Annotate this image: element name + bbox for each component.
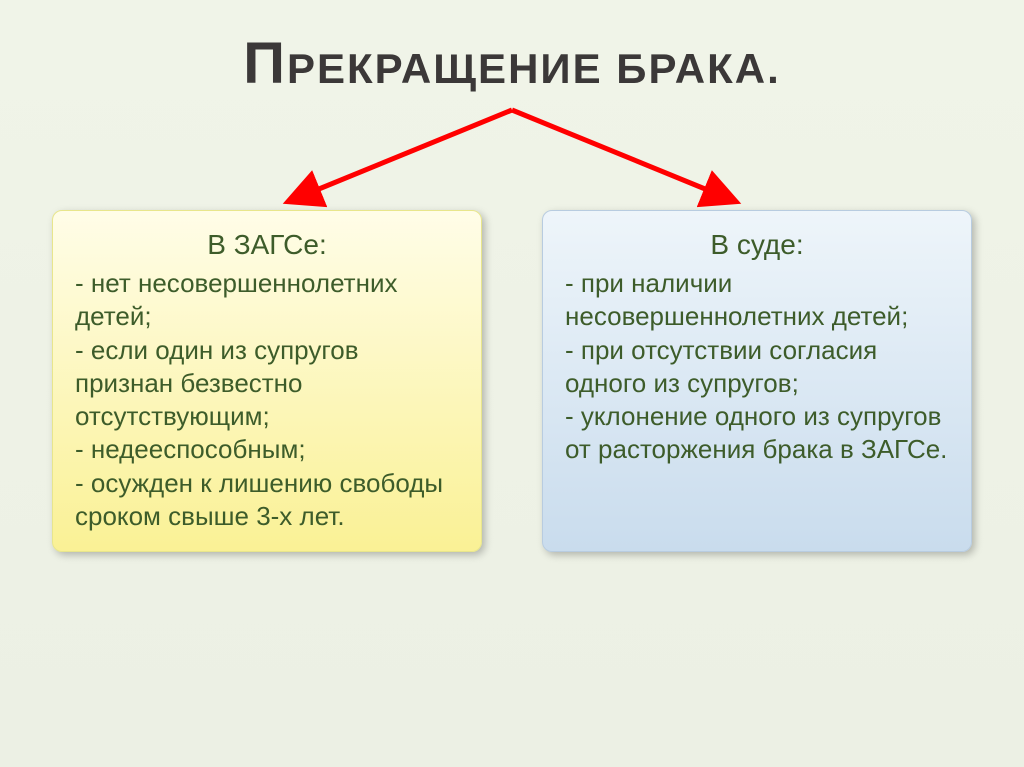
- box-zags-list: нет несовершеннолетних детей; если один …: [75, 267, 459, 533]
- arrows-svg: [152, 100, 872, 220]
- boxes-container: В ЗАГСе: нет несовершеннолетних детей; е…: [52, 210, 972, 552]
- box-court-title: В суде:: [565, 229, 949, 261]
- title-first-letter: П: [243, 31, 287, 96]
- slide-title: ПРЕКРАЩЕНИЕ БРАКА.: [0, 0, 1024, 97]
- list-item: при отсутствии согласия одного из супруг…: [565, 334, 949, 401]
- arrow-left: [292, 110, 512, 200]
- list-item: нет несовершеннолетних детей;: [75, 267, 459, 334]
- list-item: при наличии несовершеннолетних детей;: [565, 267, 949, 334]
- title-rest: РЕКРАЩЕНИЕ БРАКА.: [287, 45, 781, 92]
- list-item: недееспособным;: [75, 433, 459, 466]
- list-item: если один из супругов признан безвестно …: [75, 334, 459, 434]
- arrow-right: [512, 110, 732, 200]
- arrows-diagram: [152, 100, 872, 220]
- box-court-list: при наличии несовершеннолетних детей; пр…: [565, 267, 949, 467]
- box-zags-title: В ЗАГСе:: [75, 229, 459, 261]
- list-item: уклонение одного из супругов от расторже…: [565, 400, 949, 467]
- list-item: осужден к лишению свободы сроком свыше 3…: [75, 467, 459, 534]
- box-zags: В ЗАГСе: нет несовершеннолетних детей; е…: [52, 210, 482, 552]
- box-court: В суде: при наличии несовершеннолетних д…: [542, 210, 972, 552]
